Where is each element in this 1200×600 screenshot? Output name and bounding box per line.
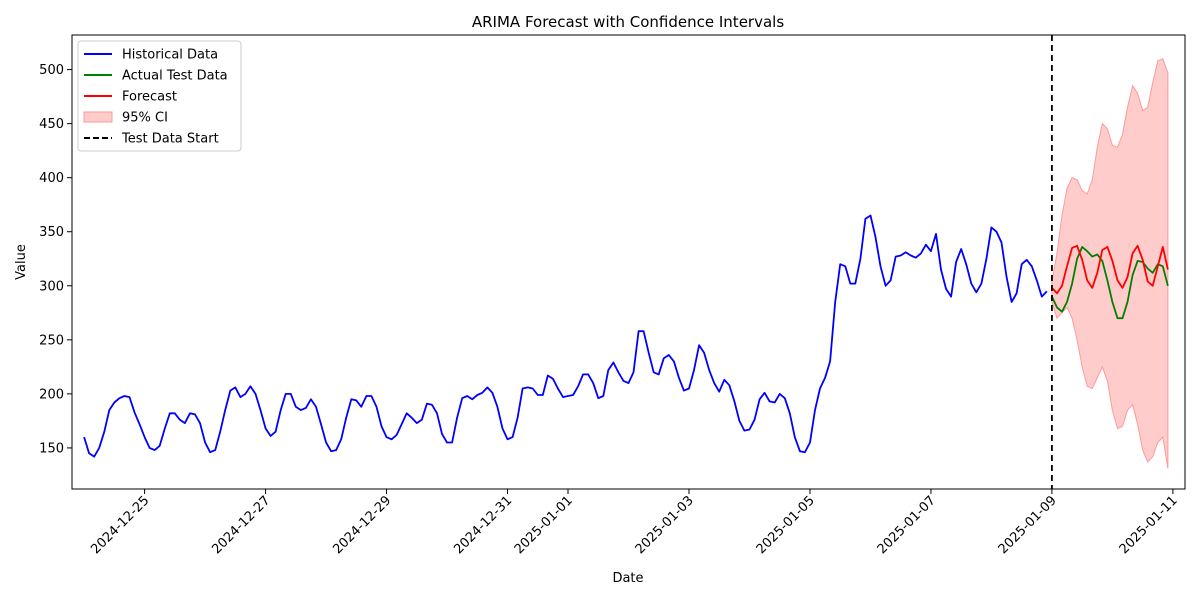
legend-box	[77, 40, 242, 152]
y-axis: 150 200 250 300 350 400 450 500	[39, 63, 72, 456]
y-axis-label: Value	[14, 244, 29, 280]
x-tick-label: 2024-12-31	[451, 493, 515, 557]
legend: Historical Data Actual Test Data Forecast 9…	[77, 40, 242, 152]
x-tick-label: 2024-12-25	[88, 493, 152, 557]
x-tick-label: 2025-01-09	[996, 493, 1060, 557]
series-line-forecast	[1051, 244, 1169, 295]
series-line-historical-data	[83, 214, 1048, 458]
plot-frame	[71, 34, 1186, 490]
legend-label-95-ci: 95% CI	[122, 111, 168, 126]
y-tick-label: 350	[39, 225, 64, 240]
legend-label-actual-test-data: Actual Test Data	[122, 69, 228, 84]
x-axis-label: Date	[612, 571, 643, 586]
x-tick-label: 2025-01-03	[633, 493, 697, 557]
y-tick-label: 500	[39, 63, 64, 78]
x-tick-label: 2024-12-27	[209, 493, 273, 557]
x-tick-label: 2025-01-01	[512, 493, 576, 557]
y-tick-label: 400	[39, 171, 64, 186]
y-tick-label: 200	[39, 387, 64, 402]
legend-label-historical-data: Historical Data	[122, 48, 218, 63]
confidence-band	[1051, 58, 1169, 469]
y-tick-label: 300	[39, 279, 64, 294]
y-tick-label: 250	[39, 333, 64, 348]
x-tick-label: 2025-01-07	[875, 493, 939, 557]
x-tick-label: 2024-12-29	[330, 493, 394, 557]
legend-label-test-data-start: Test Data Start	[121, 132, 219, 147]
y-tick-label: 450	[39, 117, 64, 132]
legend-label-forecast: Forecast	[122, 90, 177, 105]
legend-swatch-95-ci	[83, 111, 113, 123]
x-tick-label: 2025-01-05	[754, 493, 818, 557]
series-line-actual-test-data	[1051, 245, 1169, 320]
x-axis: 2024-12-25 2024-12-27 2024-12-29 2024-12-31…	[88, 489, 1181, 557]
y-tick-label: 150	[39, 441, 64, 456]
plot-area	[83, 35, 1169, 489]
x-tick-label: 2025-01-11	[1117, 493, 1181, 557]
chart-title: ARIMA Forecast with Confidence Intervals	[472, 13, 784, 31]
